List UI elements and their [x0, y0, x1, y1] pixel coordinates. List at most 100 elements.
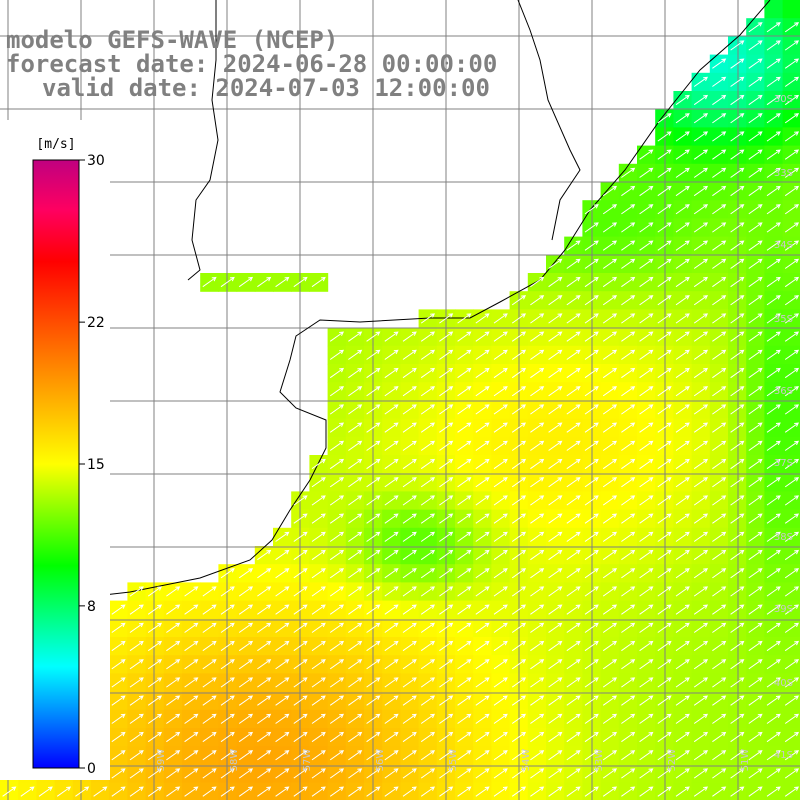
- wind-arrow: [621, 695, 636, 706]
- wind-arrow: [675, 113, 690, 124]
- wind-arrow: [348, 622, 363, 633]
- wind-arrow: [329, 331, 345, 342]
- wind-arrow: [384, 622, 399, 633]
- wind-arrow: [384, 695, 399, 706]
- wind-arrow: [530, 586, 545, 597]
- wind-arrow: [457, 549, 472, 561]
- wind-arrow: [693, 149, 709, 160]
- wind-arrow: [639, 731, 654, 743]
- wind-arrow: [730, 40, 745, 51]
- wind-arrow: [493, 404, 508, 415]
- wind-arrow: [602, 331, 618, 342]
- wind-arrow: [748, 768, 763, 779]
- wind-arrow: [766, 713, 781, 724]
- wind-arrow: [275, 750, 290, 761]
- wind-arrow: [784, 367, 800, 379]
- wind-arrow: [584, 458, 599, 470]
- wind-arrow: [548, 768, 563, 779]
- wind-arrow: [420, 386, 436, 397]
- wind-arrow: [311, 677, 326, 688]
- wind-arrow: [748, 695, 763, 706]
- wind-arrow: [621, 750, 636, 761]
- wind-arrow: [766, 622, 781, 633]
- wind-arrow: [730, 495, 745, 506]
- wind-arrow: [311, 622, 326, 633]
- wind-arrow: [602, 222, 618, 233]
- wind-arrow: [238, 750, 254, 761]
- wind-arrow: [748, 240, 763, 251]
- wind-arrow: [548, 786, 563, 797]
- wind-arrow: [384, 659, 399, 670]
- wind-arrow: [475, 604, 490, 615]
- wind-arrow: [730, 768, 745, 779]
- wind-arrow: [311, 531, 326, 542]
- wind-arrow: [184, 586, 199, 597]
- wind-arrow: [748, 531, 763, 542]
- wind-arrow: [621, 240, 636, 251]
- wind-arrow: [220, 677, 235, 688]
- wind-arrow: [166, 677, 181, 688]
- wind-arrow: [329, 731, 345, 743]
- wind-arrow: [657, 386, 672, 397]
- wind-arrow: [566, 313, 581, 324]
- wind-arrow: [675, 349, 690, 360]
- wind-arrow: [712, 640, 727, 652]
- wind-arrow: [366, 477, 381, 488]
- wind-arrow: [675, 695, 690, 706]
- wind-arrow: [548, 331, 563, 342]
- wind-arrow: [457, 568, 472, 579]
- wind-arrow: [384, 404, 399, 415]
- wind-arrow: [384, 367, 399, 379]
- wind-arrow: [439, 677, 454, 688]
- wind-arrow: [766, 367, 781, 379]
- wind-arrow: [275, 622, 290, 633]
- wind-arrow: [329, 695, 345, 706]
- wind-arrow: [712, 713, 727, 724]
- wind-arrow: [766, 313, 781, 324]
- wind-arrow: [511, 640, 527, 652]
- wind-arrow: [584, 786, 599, 797]
- wind-arrow: [584, 531, 599, 542]
- wind-arrow: [348, 458, 363, 470]
- wind-arrow: [402, 677, 417, 688]
- wind-arrow: [548, 640, 563, 652]
- wind-arrow: [129, 622, 144, 633]
- wind-arrow: [384, 713, 399, 724]
- wind-arrow: [566, 586, 581, 597]
- wind-arrow: [293, 695, 308, 706]
- wind-arrow: [712, 258, 727, 269]
- wind-arrow: [748, 386, 763, 397]
- wind-arrow: [111, 677, 126, 688]
- wind-arrow: [639, 240, 654, 251]
- wind-arrow: [639, 604, 654, 615]
- wind-arrow: [275, 276, 290, 288]
- wind-arrow: [657, 349, 672, 360]
- wind-arrow: [784, 94, 800, 106]
- wind-arrow: [402, 422, 417, 433]
- wind-arrow: [657, 440, 672, 451]
- wind-arrow: [184, 604, 199, 615]
- wind-arrow: [657, 458, 672, 470]
- wind-arrow: [111, 640, 126, 652]
- wind-arrow: [548, 586, 563, 597]
- wind-arrow: [311, 549, 326, 561]
- wind-arrow: [402, 750, 417, 761]
- wind-arrow: [712, 531, 727, 542]
- wind-arrow: [675, 240, 690, 251]
- wind-arrow: [402, 458, 417, 470]
- wind-arrow: [675, 167, 690, 178]
- wind-arrow: [530, 750, 545, 761]
- wind-arrow: [402, 695, 417, 706]
- wind-arrow: [511, 604, 527, 615]
- wind-arrow: [530, 276, 545, 288]
- wind-arrow: [238, 568, 254, 579]
- wind-arrow: [329, 713, 345, 724]
- wind-arrow: [566, 659, 581, 670]
- wind-arrow: [712, 204, 727, 215]
- wind-arrow: [730, 349, 745, 360]
- wind-arrow: [384, 531, 399, 542]
- wind-arrow: [675, 477, 690, 488]
- wind-arrow: [712, 185, 727, 197]
- wind-arrow: [493, 313, 508, 324]
- wind-arrow: [766, 422, 781, 433]
